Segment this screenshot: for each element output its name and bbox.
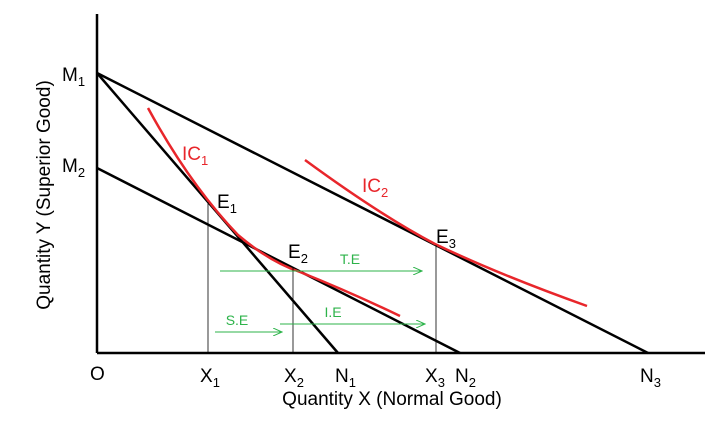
- label-text: O: [90, 364, 105, 385]
- label-text: E: [217, 192, 230, 213]
- label: E1: [217, 192, 237, 216]
- label-subscript: 2: [469, 375, 476, 390]
- x-axis-title: Quantity X (Normal Good): [282, 389, 502, 410]
- label-text: E: [436, 227, 449, 248]
- label: M2: [62, 156, 85, 180]
- budget-line: [96, 71, 649, 355]
- label: S.E: [226, 312, 249, 328]
- label-subscript: 2: [297, 375, 304, 390]
- label-subscript: 1: [201, 153, 208, 168]
- label-text: E: [288, 242, 301, 263]
- label: X1: [200, 366, 220, 390]
- label-subscript: 2: [301, 251, 308, 266]
- label-text: X: [284, 366, 297, 387]
- label: E2: [288, 242, 308, 266]
- label-text: IC: [362, 176, 381, 197]
- label-subscript: 3: [654, 375, 661, 390]
- label-subscript: 2: [381, 185, 388, 200]
- label-subscript: 1: [230, 201, 237, 216]
- indifference-curve: [304, 158, 588, 308]
- label-text: M: [62, 65, 78, 86]
- label-text: X: [200, 366, 213, 387]
- label: T.E: [340, 251, 360, 267]
- label: N2: [455, 366, 476, 390]
- label-text: N: [455, 366, 469, 387]
- label: IC1: [182, 144, 208, 168]
- label: M1: [62, 65, 85, 89]
- indifference-curve: [146, 107, 401, 318]
- y-axis-title: Quantity Y (Superior Good): [34, 80, 55, 310]
- label-subscript: 1: [213, 375, 220, 390]
- label-text: N: [335, 366, 349, 387]
- label-subscript: 3: [438, 375, 445, 390]
- label-subscript: 1: [349, 375, 356, 390]
- label-text: M: [62, 156, 78, 177]
- budget-line: [96, 166, 461, 355]
- label: X2: [284, 366, 304, 390]
- label-subscript: 2: [78, 165, 85, 180]
- label: N1: [335, 366, 356, 390]
- label: E3: [436, 227, 456, 251]
- label-subscript: 3: [449, 236, 456, 251]
- label-subscript: 1: [78, 74, 85, 89]
- label: O: [90, 364, 105, 385]
- label-text: X: [425, 366, 438, 387]
- label-text: IC: [182, 144, 201, 165]
- label: I.E: [324, 304, 341, 320]
- label: N3: [640, 366, 661, 390]
- label: X3: [425, 366, 445, 390]
- label: IC2: [362, 176, 388, 200]
- label-text: N: [640, 366, 654, 387]
